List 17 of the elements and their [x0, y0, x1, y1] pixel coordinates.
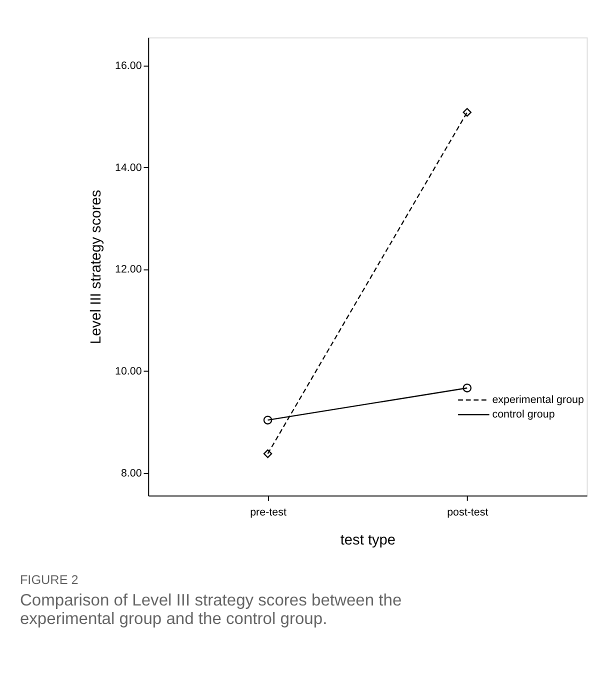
y-axis-title: Level III strategy scores [88, 190, 104, 344]
point [263, 449, 272, 458]
y-tick-label: 12.00 [114, 264, 142, 276]
point [462, 108, 472, 117]
point [462, 384, 472, 392]
point [263, 416, 272, 424]
legend-label: experimental group [492, 394, 584, 406]
legend-label: control group [492, 408, 555, 421]
caption: FIGURE 2 [20, 573, 78, 588]
text: Comparison of Level III strategy scores between the experimental group and the control group. [20, 590, 402, 628]
x-tick-label: pre-test [250, 506, 286, 518]
y-tick-label: 8.00 [120, 467, 142, 480]
x-tick-label: post-test [447, 506, 488, 518]
y-tick-label: 16.00 [114, 60, 142, 72]
y-tick-label: 10.00 [114, 366, 142, 378]
y-tick-label: 14.00 [114, 162, 142, 174]
x-axis-title: test type [340, 532, 396, 549]
